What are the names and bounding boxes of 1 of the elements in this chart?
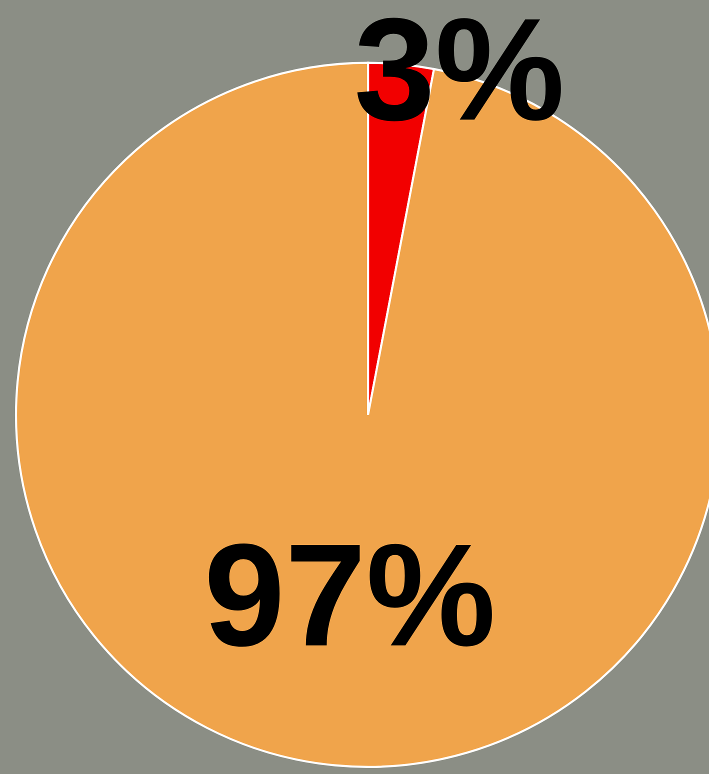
- data-label: 97%: [208, 543, 492, 647]
